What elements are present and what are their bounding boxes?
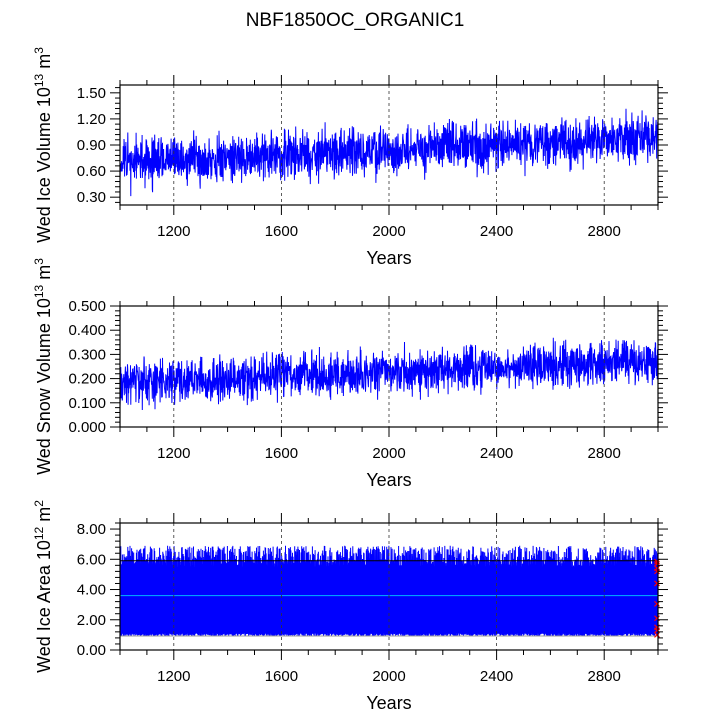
y-tick-label: 4.00	[77, 582, 106, 599]
x-tick-label: 2000	[372, 668, 405, 685]
red-x-marker	[654, 558, 660, 565]
y-axis-label-ylabel-main: Wed Ice Volume 10	[34, 87, 54, 243]
y-axis-label-ylabel-unit: m	[34, 507, 54, 527]
chart-title: NBF1850OC_ORGANIC1	[246, 10, 465, 31]
panel-1: 1200 1600 2000 2400 2800 Years 0.30 0.60 0.90 1.2…	[32, 47, 668, 268]
x-tick-label: 1600	[265, 668, 298, 685]
y-tick-label: 2.00	[77, 612, 106, 629]
y-axis-label-ylabel-unit: m	[34, 54, 54, 74]
data-series-line	[120, 108, 658, 197]
x-tick-label: 1200	[157, 223, 190, 240]
y-tick-label: 0.60	[77, 163, 106, 180]
red-x-marker	[654, 600, 660, 607]
y-tick-label: 8.00	[77, 521, 106, 538]
y-axis-label: Wed Ice Area 1012 m2	[32, 500, 54, 673]
y-axis-label: Wed Snow Volume 1013 m3	[32, 258, 54, 475]
y-tick-label: 0.000	[68, 419, 106, 436]
y-tick-label: 0.100	[68, 395, 106, 412]
y-tick-label: 0.00	[77, 642, 106, 659]
x-tick-label: 1200	[157, 445, 190, 462]
y-axis-label-ylabel-unit-exp: 3	[32, 47, 46, 54]
y-tick-label: 0.200	[68, 371, 106, 388]
x-tick-label: 2000	[372, 223, 405, 240]
y-axis-label-ylabel-exp: 12	[32, 526, 46, 540]
y-tick-label: 0.500	[68, 298, 106, 315]
red-x-marker	[654, 580, 660, 587]
x-tick-label: 2400	[480, 668, 513, 685]
x-tick-label: 2000	[372, 445, 405, 462]
x-tick-label: 1600	[265, 445, 298, 462]
y-axis-label-ylabel-unit: m	[34, 265, 54, 285]
y-tick-label: 0.30	[77, 189, 106, 206]
x-tick-label: 2400	[480, 223, 513, 240]
x-axis-label: Years	[366, 248, 411, 268]
x-tick-label: 2800	[588, 223, 621, 240]
panel-2: 1200 1600 2000 2400 2800 Years 0.000 0.100 0.200…	[32, 258, 668, 490]
red-x-marker	[654, 568, 660, 575]
x-tick-label: 2400	[480, 445, 513, 462]
y-tick-label: 0.90	[77, 137, 106, 154]
x-tick-label: 1600	[265, 223, 298, 240]
x-tick-label: 2800	[588, 668, 621, 685]
y-tick-label: 1.50	[77, 85, 106, 102]
y-axis-label: Wed Ice Volume 1013 m3	[32, 47, 54, 243]
y-axis-label-ylabel-main: Wed Ice Area 10	[34, 540, 54, 673]
x-axis-label: Years	[366, 693, 411, 710]
y-axis-label-ylabel-unit-exp: 2	[32, 500, 46, 507]
y-axis-label-ylabel-exp: 13	[32, 284, 46, 298]
y-axis-label-ylabel-main: Wed Snow Volume 10	[34, 298, 54, 475]
y-axis-label-ylabel-unit-exp: 3	[32, 258, 46, 265]
y-tick-label: 0.400	[68, 322, 106, 339]
x-axis-label: Years	[366, 470, 411, 490]
y-axis-label-ylabel-exp: 13	[32, 73, 46, 87]
x-tick-label: 2800	[588, 445, 621, 462]
x-tick-label: 1200	[157, 668, 190, 685]
panel-3: 1200 1600 2000 2400 2800 Years 0.00 2.00 4.00 6.0…	[32, 500, 668, 710]
y-tick-label: 6.00	[77, 551, 106, 568]
y-tick-label: 1.20	[77, 111, 106, 128]
red-x-marker	[654, 631, 660, 638]
y-tick-label: 0.300	[68, 346, 106, 363]
